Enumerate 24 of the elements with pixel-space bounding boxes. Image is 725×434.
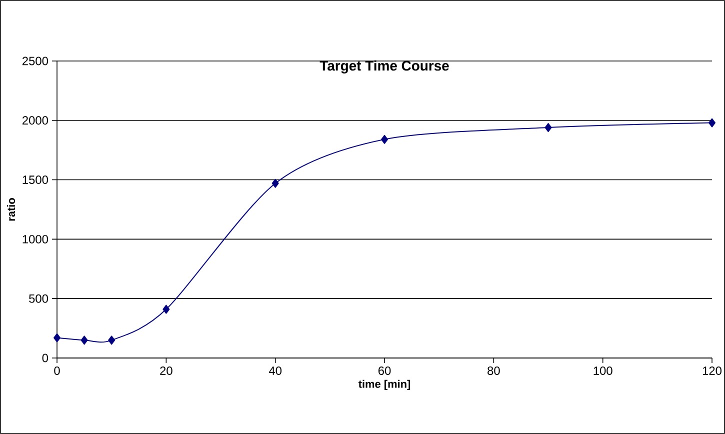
point	[708, 118, 716, 128]
x-tick-label: 20	[160, 366, 172, 375]
point	[80, 336, 88, 345]
x-axis-title: time [min]	[358, 380, 410, 390]
x-tick-label: 0	[54, 366, 60, 375]
point	[272, 178, 279, 188]
x-tick-label: 60	[378, 366, 391, 375]
point	[54, 333, 61, 342]
x-tick-label: 120	[702, 366, 722, 375]
x-tick-label: 40	[268, 366, 282, 375]
y-tick-label: 1000	[22, 234, 48, 244]
y-tick-label: 2500	[22, 56, 48, 66]
y-tick-label: 2000	[22, 116, 48, 125]
chart-title: Target Time Course	[320, 60, 449, 74]
x-tick-label: 80	[488, 366, 500, 375]
point	[108, 336, 116, 345]
y-tick-label: 0	[42, 354, 48, 362]
point	[544, 123, 552, 132]
y-tick-label: 1500	[22, 176, 48, 184]
x-tick-label: 100	[594, 366, 612, 375]
point	[162, 304, 170, 314]
y-axis-title: ratio	[7, 198, 16, 221]
point	[381, 134, 388, 144]
y-tick-label: 500	[29, 294, 48, 303]
